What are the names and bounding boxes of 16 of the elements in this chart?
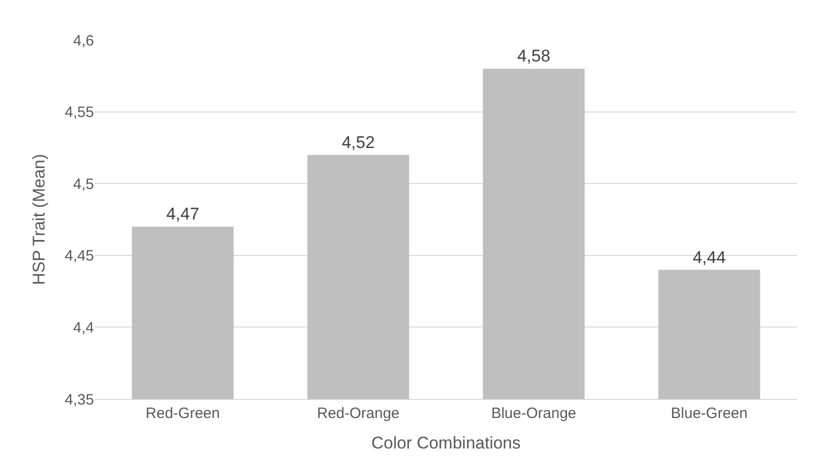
data-label: 4,47 xyxy=(166,204,200,224)
x-tick-label: Red-Green xyxy=(146,405,220,422)
y-axis-title: HSP Trait (Mean) xyxy=(29,154,48,286)
y-tick-label: 4,4 xyxy=(73,319,94,336)
y-tick-label: 4,5 xyxy=(73,176,94,193)
y-tick-label: 4,45 xyxy=(64,248,94,265)
data-label: 4,52 xyxy=(342,132,375,152)
y-tick-label: 4,55 xyxy=(64,104,94,122)
x-axis-title: Color Combinations xyxy=(371,433,521,452)
x-tick-label: Blue-Orange xyxy=(491,405,576,422)
y-tick-label: 4,35 xyxy=(64,391,94,408)
x-tick-label: Blue-Green xyxy=(670,405,748,422)
y-tick-label: 4,6 xyxy=(73,32,94,50)
data-label: 4,58 xyxy=(517,46,550,66)
x-tick-label: Red-Orange xyxy=(316,405,400,422)
data-label: 4,44 xyxy=(692,248,726,267)
